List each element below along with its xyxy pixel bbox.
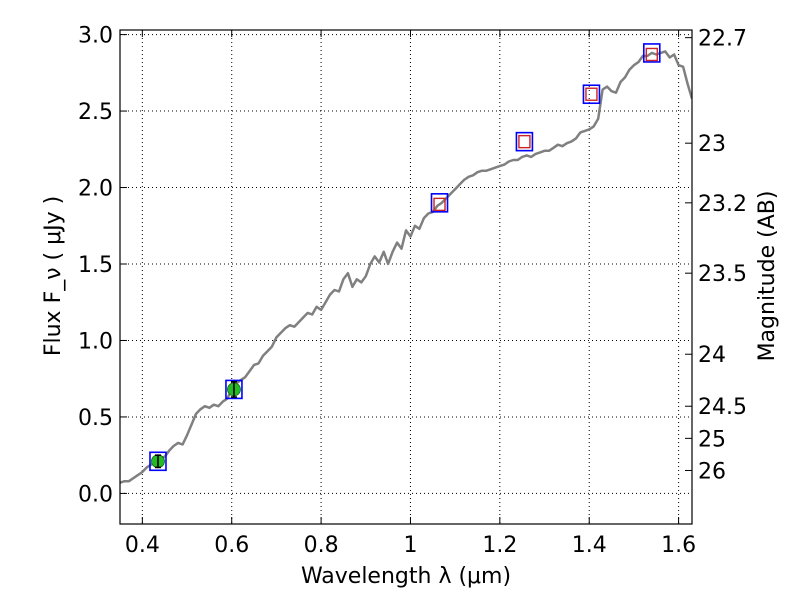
y2-tick-label-4: 24 — [698, 343, 726, 368]
x-tick-label-0: 0.4 — [125, 533, 160, 558]
spectrum-line — [120, 50, 692, 484]
model-square-marker — [582, 84, 601, 105]
y-tick-label-4: 2.0 — [78, 177, 113, 202]
x-tick-label-1: 0.6 — [214, 533, 249, 558]
y-tick-label-5: 2.5 — [78, 100, 113, 125]
observed-square-marker — [645, 47, 658, 62]
y2-tick-label-7: 26 — [698, 459, 726, 484]
y2-axis-label: Magnitude (AB) — [755, 191, 780, 362]
model-square-marker — [642, 43, 661, 63]
axis-ticks — [120, 30, 692, 524]
y2-tick-labels: 22.7 23 23.2 23.5 24 24.5 25 26 — [698, 27, 747, 485]
y2-tick-label-5: 24.5 — [698, 395, 747, 420]
x-tick-label-4: 1.2 — [482, 533, 517, 558]
grid-lines — [120, 30, 692, 524]
y2-tick-label-2: 23.2 — [698, 192, 747, 217]
x-tick-label-6: 1.6 — [661, 533, 696, 558]
plot-area — [120, 43, 692, 484]
photometry-markers — [149, 43, 661, 472]
x-tick-label-3: 1 — [403, 533, 417, 558]
y2-tick-label-6: 25 — [698, 427, 726, 452]
model-square-marker — [430, 193, 449, 213]
model-square-marker — [515, 131, 534, 152]
plot-frame — [119, 29, 693, 525]
observed-square-marker — [518, 134, 531, 149]
y-tick-labels: 0.0 0.5 1.0 1.5 2.0 2.5 3.0 — [78, 24, 113, 508]
y-axis-label: Flux F_ν ( μJy ) — [41, 196, 66, 356]
observed-square-marker — [585, 87, 598, 101]
y-tick-label-0: 0.0 — [78, 482, 113, 507]
model-square-marker — [225, 379, 243, 400]
observed-square-marker — [433, 197, 446, 212]
x-tick-label-2: 0.8 — [304, 533, 339, 558]
x-tick-labels: 0.4 0.6 0.8 1 1.2 1.4 1.6 — [125, 533, 696, 558]
x-tick-label-5: 1.4 — [572, 533, 607, 558]
y-tick-label-3: 1.5 — [78, 253, 113, 278]
y2-tick-label-3: 23.5 — [698, 262, 747, 287]
y2-tick-label-1: 23 — [698, 132, 726, 157]
x-axis-label: Wavelength λ (μm) — [301, 564, 511, 589]
y-tick-label-2: 1.0 — [78, 329, 113, 354]
y-tick-label-1: 0.5 — [78, 406, 113, 431]
model-square-marker — [149, 451, 167, 472]
y-tick-label-6: 3.0 — [78, 24, 113, 49]
y2-tick-label-0: 22.7 — [698, 27, 747, 52]
